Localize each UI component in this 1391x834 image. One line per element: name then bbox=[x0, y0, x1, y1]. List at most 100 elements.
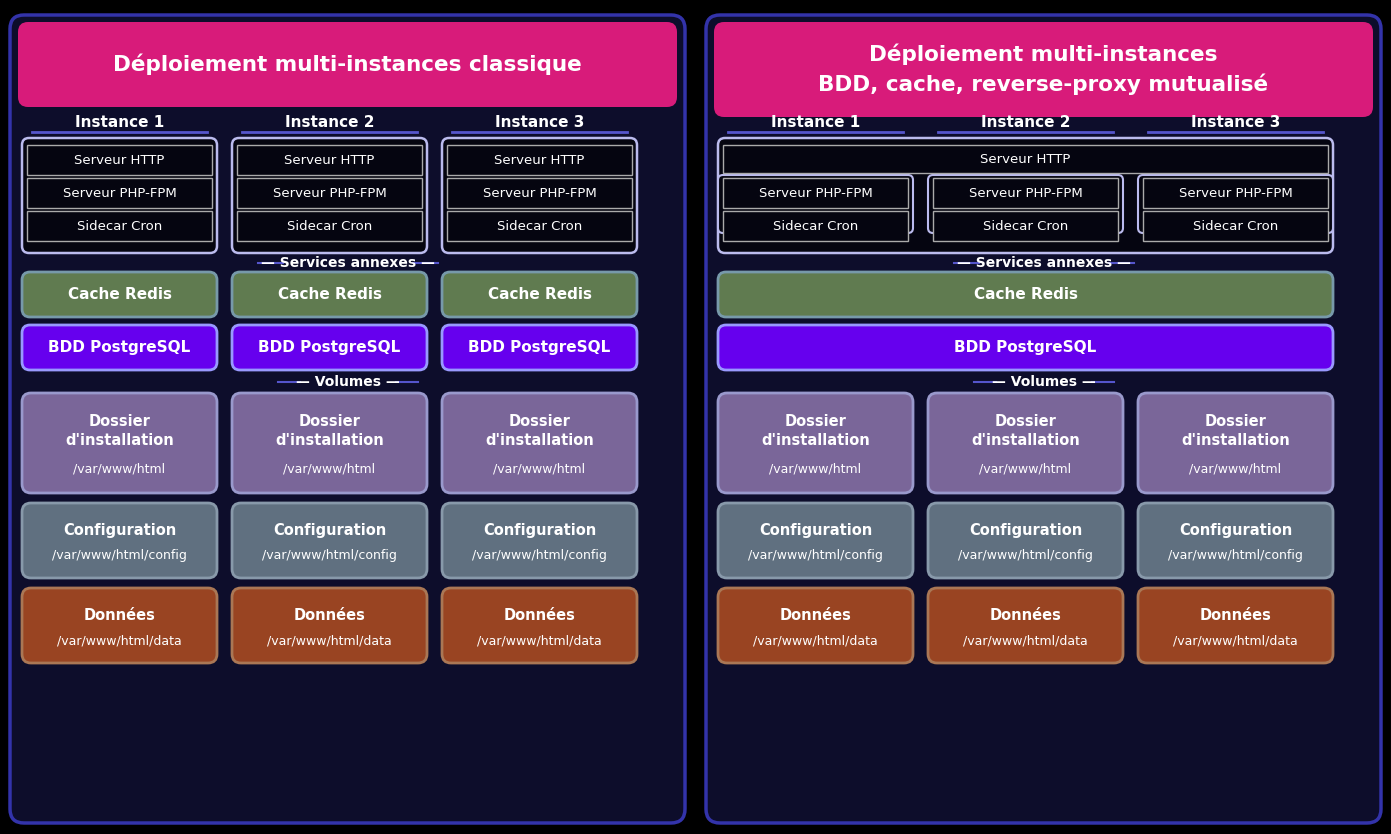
Bar bbox=[447, 145, 632, 175]
FancyBboxPatch shape bbox=[232, 588, 427, 663]
Text: Déploiement multi-instances classique: Déploiement multi-instances classique bbox=[113, 53, 581, 75]
FancyBboxPatch shape bbox=[22, 138, 217, 253]
FancyBboxPatch shape bbox=[928, 175, 1123, 233]
FancyBboxPatch shape bbox=[232, 272, 427, 317]
Text: Configuration: Configuration bbox=[273, 522, 387, 537]
FancyBboxPatch shape bbox=[1138, 588, 1333, 663]
Text: Serveur HTTP: Serveur HTTP bbox=[74, 153, 164, 167]
Text: Données: Données bbox=[294, 607, 366, 622]
Text: — Volumes —: — Volumes — bbox=[296, 375, 399, 389]
Bar bbox=[26, 211, 211, 241]
Text: Serveur PHP-FPM: Serveur PHP-FPM bbox=[968, 187, 1082, 199]
Text: Serveur HTTP: Serveur HTTP bbox=[284, 153, 374, 167]
Text: /var/www/html/config: /var/www/html/config bbox=[51, 549, 186, 562]
Text: /var/www/html/config: /var/www/html/config bbox=[472, 549, 606, 562]
Bar bbox=[1143, 178, 1328, 208]
Text: — Services annexes —: — Services annexes — bbox=[957, 256, 1131, 270]
Text: Dossier
d'installation: Dossier d'installation bbox=[275, 414, 384, 448]
Text: Serveur PHP-FPM: Serveur PHP-FPM bbox=[758, 187, 872, 199]
Text: Données: Données bbox=[83, 607, 156, 622]
Text: Dossier
d'installation: Dossier d'installation bbox=[971, 414, 1079, 448]
Text: Sidecar Cron: Sidecar Cron bbox=[497, 219, 581, 233]
Text: BDD PostgreSQL: BDD PostgreSQL bbox=[259, 340, 401, 355]
FancyBboxPatch shape bbox=[22, 272, 217, 317]
FancyBboxPatch shape bbox=[22, 325, 217, 370]
FancyBboxPatch shape bbox=[718, 138, 1333, 253]
Bar bbox=[723, 211, 908, 241]
Text: /var/www/html/config: /var/www/html/config bbox=[262, 549, 396, 562]
Text: BDD PostgreSQL: BDD PostgreSQL bbox=[469, 340, 611, 355]
Text: /var/www/html/data: /var/www/html/data bbox=[267, 634, 392, 647]
Bar bbox=[447, 178, 632, 208]
FancyBboxPatch shape bbox=[718, 588, 912, 663]
Text: BDD PostgreSQL: BDD PostgreSQL bbox=[954, 340, 1096, 355]
Text: Serveur PHP-FPM: Serveur PHP-FPM bbox=[273, 187, 387, 199]
Text: /var/www/html/config: /var/www/html/config bbox=[748, 549, 883, 562]
Text: /var/www/html: /var/www/html bbox=[284, 463, 376, 475]
Text: Données: Données bbox=[1199, 607, 1271, 622]
Text: Dossier
d'installation: Dossier d'installation bbox=[65, 414, 174, 448]
Text: Dossier
d'installation: Dossier d'installation bbox=[485, 414, 594, 448]
FancyBboxPatch shape bbox=[718, 393, 912, 493]
FancyBboxPatch shape bbox=[928, 503, 1123, 578]
Text: Cache Redis: Cache Redis bbox=[277, 287, 381, 302]
Text: Serveur PHP-FPM: Serveur PHP-FPM bbox=[483, 187, 597, 199]
Bar bbox=[236, 211, 421, 241]
FancyBboxPatch shape bbox=[232, 503, 427, 578]
Text: /var/www/html/config: /var/www/html/config bbox=[958, 549, 1093, 562]
FancyBboxPatch shape bbox=[442, 393, 637, 493]
Text: Instance 3: Instance 3 bbox=[1191, 114, 1280, 129]
Text: Sidecar Cron: Sidecar Cron bbox=[983, 219, 1068, 233]
FancyBboxPatch shape bbox=[232, 393, 427, 493]
Text: Sidecar Cron: Sidecar Cron bbox=[287, 219, 373, 233]
Text: Données: Données bbox=[779, 607, 851, 622]
Text: — Volumes —: — Volumes — bbox=[992, 375, 1095, 389]
FancyBboxPatch shape bbox=[1138, 393, 1333, 493]
Text: Sidecar Cron: Sidecar Cron bbox=[1193, 219, 1278, 233]
Text: Cache Redis: Cache Redis bbox=[974, 287, 1078, 302]
Bar bbox=[1143, 211, 1328, 241]
Bar bbox=[933, 178, 1118, 208]
Text: — Services annexes —: — Services annexes — bbox=[260, 256, 434, 270]
Text: /var/www/html: /var/www/html bbox=[769, 463, 861, 475]
FancyBboxPatch shape bbox=[22, 588, 217, 663]
FancyBboxPatch shape bbox=[10, 15, 684, 823]
Text: /var/www/html/data: /var/www/html/data bbox=[477, 634, 602, 647]
Text: Configuration: Configuration bbox=[970, 522, 1082, 537]
Text: /var/www/html/config: /var/www/html/config bbox=[1168, 549, 1303, 562]
Text: Configuration: Configuration bbox=[483, 522, 597, 537]
FancyBboxPatch shape bbox=[22, 503, 217, 578]
Text: Cache Redis: Cache Redis bbox=[68, 287, 171, 302]
Text: Déploiement multi-instances
BDD, cache, reverse-proxy mutualisé: Déploiement multi-instances BDD, cache, … bbox=[818, 43, 1269, 95]
Text: Dossier
d'installation: Dossier d'installation bbox=[1181, 414, 1289, 448]
FancyBboxPatch shape bbox=[718, 272, 1333, 317]
Text: /var/www/html: /var/www/html bbox=[1189, 463, 1281, 475]
Text: Instance 2: Instance 2 bbox=[981, 114, 1070, 129]
FancyBboxPatch shape bbox=[232, 325, 427, 370]
Bar bbox=[447, 211, 632, 241]
FancyBboxPatch shape bbox=[442, 588, 637, 663]
FancyBboxPatch shape bbox=[707, 15, 1381, 823]
Text: Serveur PHP-FPM: Serveur PHP-FPM bbox=[1178, 187, 1292, 199]
Text: /var/www/html/data: /var/www/html/data bbox=[753, 634, 878, 647]
FancyBboxPatch shape bbox=[442, 272, 637, 317]
Text: /var/www/html/data: /var/www/html/data bbox=[57, 634, 182, 647]
FancyBboxPatch shape bbox=[22, 393, 217, 493]
Bar bbox=[236, 145, 421, 175]
Text: Instance 1: Instance 1 bbox=[771, 114, 860, 129]
FancyBboxPatch shape bbox=[928, 588, 1123, 663]
Text: /var/www/html/data: /var/www/html/data bbox=[1173, 634, 1298, 647]
FancyBboxPatch shape bbox=[718, 175, 912, 233]
FancyBboxPatch shape bbox=[928, 393, 1123, 493]
Text: Cache Redis: Cache Redis bbox=[487, 287, 591, 302]
Text: /var/www/html/data: /var/www/html/data bbox=[963, 634, 1088, 647]
Text: /var/www/html: /var/www/html bbox=[494, 463, 586, 475]
Text: Configuration: Configuration bbox=[63, 522, 177, 537]
FancyBboxPatch shape bbox=[18, 22, 677, 107]
Text: Dossier
d'installation: Dossier d'installation bbox=[761, 414, 869, 448]
Bar bbox=[933, 211, 1118, 241]
FancyBboxPatch shape bbox=[442, 138, 637, 253]
Bar bbox=[26, 178, 211, 208]
Text: /var/www/html: /var/www/html bbox=[979, 463, 1071, 475]
FancyBboxPatch shape bbox=[1138, 175, 1333, 233]
